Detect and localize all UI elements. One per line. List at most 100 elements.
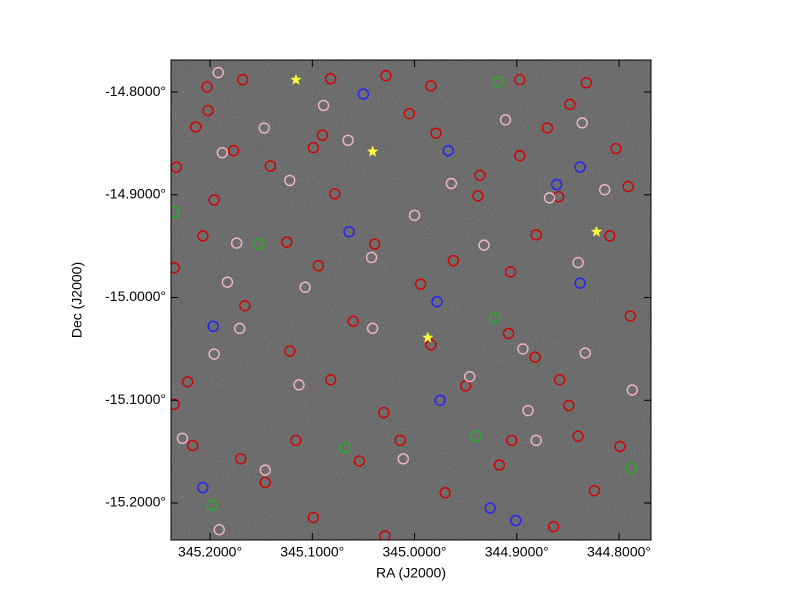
source-marker (316, 129, 329, 141)
source-marker (625, 462, 637, 474)
source-marker (579, 347, 591, 359)
source-marker (397, 453, 409, 465)
source-marker (484, 502, 496, 514)
source-marker (425, 339, 437, 351)
source-marker (353, 455, 366, 467)
source-marker (474, 169, 486, 181)
source-marker (317, 99, 330, 112)
source-marker (299, 281, 311, 293)
source-marker (624, 310, 636, 322)
source-marker (626, 384, 638, 396)
source-marker (464, 370, 476, 383)
source-marker (564, 98, 576, 111)
source-marker (445, 177, 458, 190)
source-marker (235, 453, 247, 465)
source-marker (425, 80, 437, 92)
source-marker (529, 351, 541, 363)
source-marker (329, 188, 341, 200)
source-marker (554, 374, 566, 386)
source-marker (442, 144, 454, 157)
source-marker (208, 348, 220, 360)
source-marker (541, 122, 554, 134)
source-marker (522, 404, 534, 417)
source-marker (365, 251, 378, 264)
x-axis-label: RA (J2000) (376, 565, 446, 581)
source-marker (339, 441, 351, 454)
source-marker (227, 144, 240, 157)
source-marker (239, 300, 251, 312)
source-marker (230, 237, 243, 249)
source-marker (550, 178, 563, 191)
source-marker (171, 398, 180, 411)
source-marker (206, 499, 218, 511)
star-marker (590, 225, 603, 237)
source-marker (576, 117, 588, 129)
y-tick-label: -15.0000° (105, 288, 166, 304)
source-marker (574, 277, 586, 289)
source-marker (478, 239, 490, 251)
source-marker (208, 194, 220, 206)
source-marker (186, 439, 199, 452)
source-marker (342, 134, 354, 147)
source-marker (213, 524, 225, 536)
source-marker (488, 312, 500, 324)
source-marker (499, 114, 512, 126)
source-marker (252, 238, 264, 250)
source-marker (258, 122, 270, 134)
source-marker (472, 190, 484, 202)
source-marker (394, 434, 406, 447)
source-marker (493, 459, 506, 471)
source-marker (447, 254, 460, 267)
source-marker (216, 146, 229, 159)
source-marker (221, 276, 234, 288)
source-marker (312, 259, 325, 272)
source-marker (414, 278, 427, 290)
source-marker (259, 464, 271, 476)
source-marker (492, 76, 505, 88)
source-marker (572, 256, 584, 269)
y-tick-label: -14.9000° (105, 185, 166, 201)
source-marker (543, 192, 556, 204)
x-tick-label: 345.2000° (178, 544, 242, 560)
source-marker (470, 430, 482, 442)
source-marker (347, 315, 359, 327)
x-tick-label: 345.1000° (280, 544, 344, 560)
source-marker (212, 66, 224, 79)
source-marker (171, 262, 180, 274)
source-marker (197, 481, 209, 494)
y-axis-label: Dec (J2000) (69, 262, 85, 338)
source-marker (505, 434, 518, 447)
star-marker (290, 73, 302, 85)
source-marker (604, 230, 616, 242)
source-marker (614, 440, 626, 453)
y-tick-label: -15.2000° (105, 494, 166, 510)
source-marker (502, 327, 515, 340)
source-marker (202, 104, 214, 117)
source-marker (343, 226, 355, 238)
source-marker (434, 394, 446, 406)
source-marker (324, 374, 337, 386)
star-marker (366, 145, 379, 157)
source-marker (514, 74, 526, 86)
source-marker (324, 72, 337, 85)
source-marker (431, 295, 443, 308)
plot-frame (170, 59, 652, 541)
source-marker (547, 520, 560, 533)
y-tick-label: -15.1000° (105, 391, 166, 407)
source-marker (514, 150, 526, 162)
source-marker (439, 487, 451, 499)
x-tick-label: 344.8000° (587, 544, 651, 560)
source-marker (588, 484, 601, 497)
source-marker (281, 236, 293, 248)
source-marker (378, 406, 390, 419)
source-marker (510, 514, 522, 527)
source-marker (530, 229, 542, 241)
source-marker (234, 322, 246, 335)
source-marker (207, 320, 219, 333)
source-marker (307, 141, 320, 154)
source-marker (284, 174, 296, 187)
star-marker (422, 331, 434, 343)
source-marker (181, 376, 194, 388)
